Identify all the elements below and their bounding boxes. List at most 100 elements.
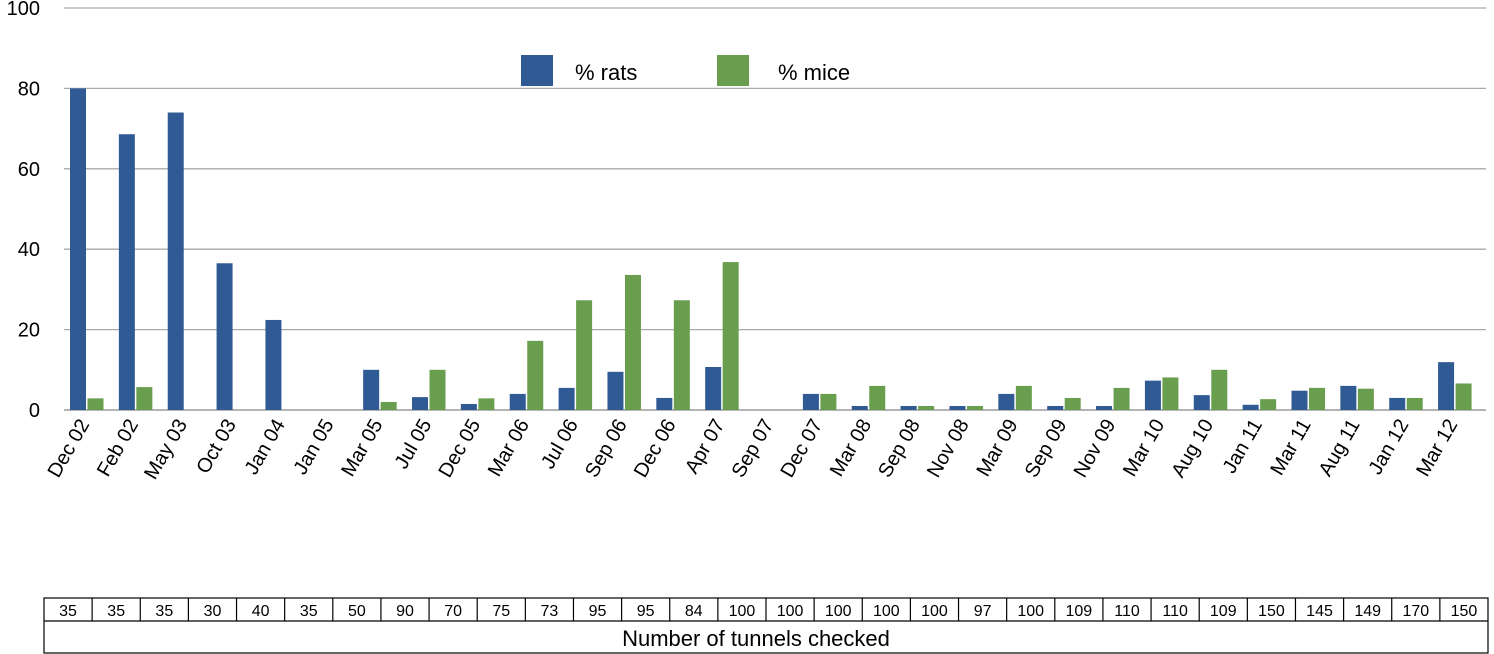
table-cell: 70 [444,603,462,620]
bar-rats [167,112,184,411]
table-cell: 35 [59,603,77,620]
bar-mice [1309,387,1325,410]
table-cell: 150 [1451,603,1478,620]
x-tick-label: Mar 05 [337,416,387,481]
table-cell: 84 [685,603,703,620]
table-cell: 110 [1162,603,1188,620]
bar-mice [722,262,739,410]
bar-rats [1047,405,1064,410]
bar-mice [527,340,544,410]
bar-mice [1162,377,1179,410]
tunnels-table: 35 35 35 30 40 35 50 90 70 75 73 95 95 84 100 100 100 100… [43,597,1489,654]
bar-mice [624,274,641,410]
bar-rats [118,134,135,410]
legend-swatch-rats [521,55,553,86]
y-tick-label: 80 [18,78,40,100]
table-cell: 50 [348,603,366,620]
bar-rats [460,403,477,410]
bar-rats [998,393,1015,410]
bar-rats [949,405,966,410]
table-cell: 73 [541,603,559,620]
bar-mice [820,393,837,410]
y-tick-label: 0 [29,400,40,422]
table-cell: 100 [825,603,852,620]
bar-rats [363,369,380,410]
table-cell: 100 [729,603,756,620]
table-cell: 75 [492,603,510,620]
bar-rats [265,319,282,410]
table-cell: 100 [1017,603,1044,620]
table-cell: 100 [873,603,900,620]
x-tick-label: Jan 11 [1219,416,1267,478]
table-cell: 95 [637,603,655,620]
table-cell: 149 [1354,603,1381,620]
x-tick-label: Mar 08 [826,416,876,481]
table-cell: 110 [1114,603,1140,620]
table-cell: 35 [300,603,318,620]
bar-mice [1064,397,1081,410]
bar-mice [1015,385,1032,410]
x-tick-label: Dec 06 [630,416,681,482]
bar-rats [607,371,624,410]
bar-mice [1357,388,1374,410]
bar-mice [429,369,446,410]
table-cell: 95 [589,603,607,620]
table-cell: 170 [1402,603,1429,620]
bar-rats [1389,397,1406,410]
table-cell: 35 [107,603,125,620]
bar-mice [87,398,104,410]
bar-mice [673,300,690,410]
table-cell: 109 [1210,603,1237,620]
x-tick-label: Mar 06 [484,416,534,481]
bar-rats [802,393,819,410]
bar-rats [216,263,233,410]
bar-rats [1096,405,1113,410]
legend-swatch-mice [717,55,749,86]
table-cell: 100 [777,603,804,620]
bar-mice [869,385,886,410]
x-tick-label: May 03 [140,416,192,484]
y-tick-label: 100 [7,0,40,20]
bar-mice [1211,369,1228,410]
x-tick-label: Mar 10 [1119,416,1169,481]
bar-mice [380,401,397,410]
bar-rats [656,397,673,410]
x-tick-label: Sep 06 [581,416,632,482]
table-cell: 40 [252,603,270,620]
x-tick-label: Jul 06 [537,416,583,473]
bar-mice [966,405,983,410]
x-tick-label: Dec 02 [44,416,95,482]
legend: % rats % mice [521,55,850,86]
x-tick-label: Nov 08 [923,416,974,482]
bar-mice [576,300,593,410]
bar-mice [1455,383,1472,410]
table-cell: 97 [974,603,992,620]
bar-rats [900,405,917,410]
bar-rats [509,393,526,410]
bar-rats [1144,380,1161,410]
y-tick-label: 60 [18,159,40,181]
bar-rats [70,88,86,411]
table-cell: 109 [1066,603,1093,620]
x-tick-label: Aug 11 [1315,416,1365,481]
x-tick-label: Nov 09 [1070,416,1121,482]
y-tick-label: 20 [18,320,40,342]
table-label: Number of tunnels checked [622,626,890,651]
table-cell: 145 [1306,603,1333,620]
table-cell: 30 [204,603,222,620]
bar-mice [1406,397,1423,410]
table-cell: 100 [921,603,948,620]
x-tick-label: Jan 12 [1364,416,1413,479]
bar-rats [705,366,722,410]
bar-rats [412,397,429,410]
x-tick-label: Dec 07 [776,416,827,482]
bar-rats [1193,395,1210,410]
table-cell: 150 [1258,603,1285,620]
bar-rats [1340,385,1357,410]
legend-label-rats: % rats [575,60,637,85]
x-tick-label: Apr 07 [681,416,730,478]
bar-mice [918,405,935,410]
bar-mice [1260,399,1277,410]
